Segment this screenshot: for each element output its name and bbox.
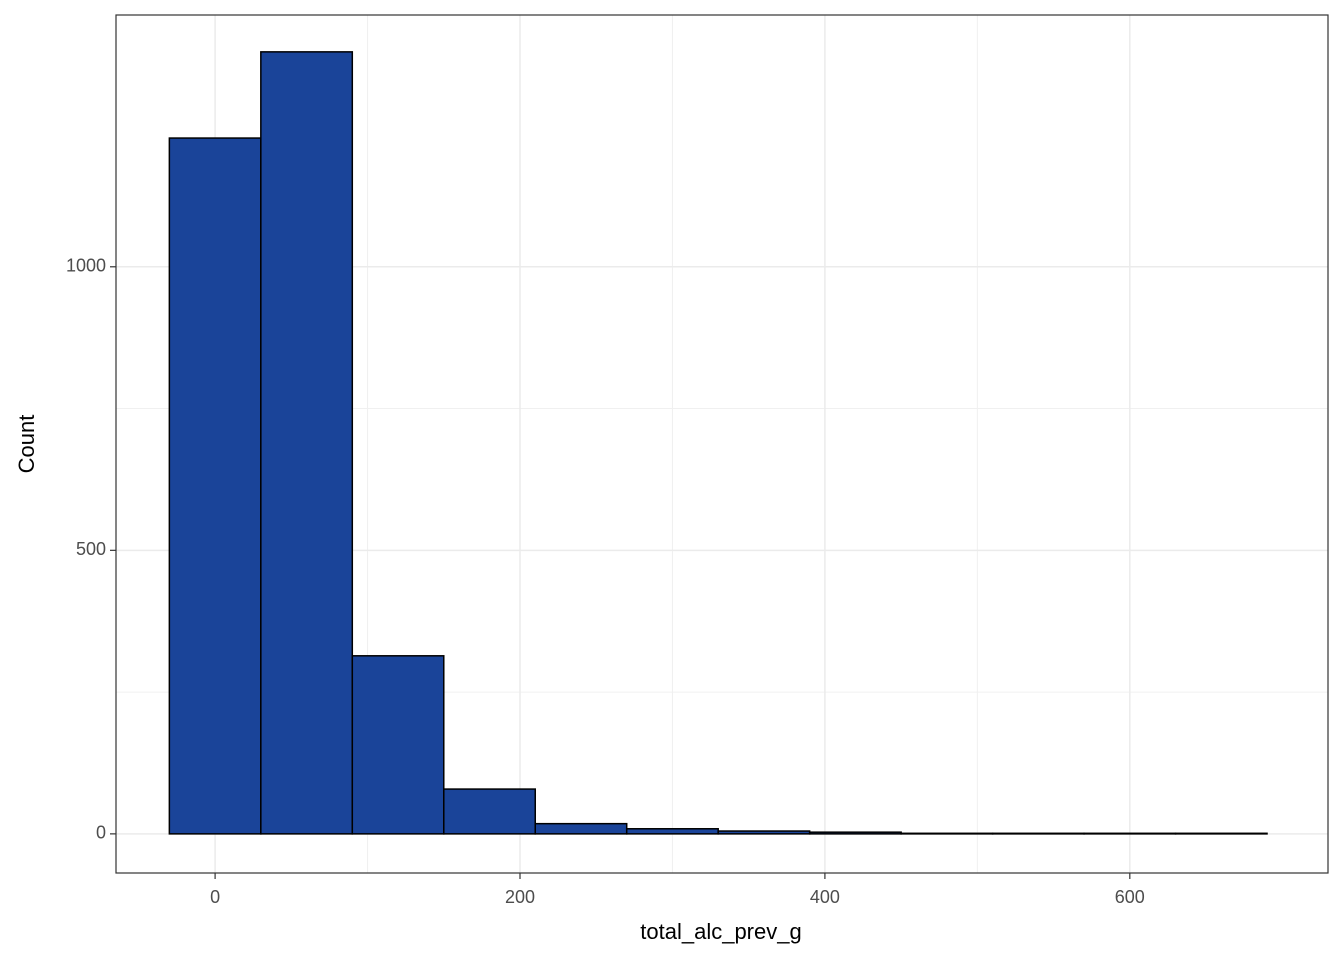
bar xyxy=(900,832,994,835)
y-axis-title: Count xyxy=(14,415,39,474)
bar xyxy=(260,51,354,835)
x-tick-label: 0 xyxy=(210,887,220,907)
bar xyxy=(351,655,445,835)
bar xyxy=(717,830,811,835)
bar xyxy=(808,831,902,835)
x-axis-title: total_alc_prev_g xyxy=(640,919,801,944)
bar xyxy=(1174,832,1268,835)
x-tick-label: 600 xyxy=(1115,887,1145,907)
panel-border xyxy=(115,14,1329,874)
x-tick-label: 400 xyxy=(810,887,840,907)
bar xyxy=(991,832,1085,835)
bar xyxy=(168,137,262,835)
bar xyxy=(625,828,719,835)
bar xyxy=(1083,832,1177,835)
y-tick-label: 500 xyxy=(76,539,106,559)
bar xyxy=(443,788,536,835)
bar xyxy=(534,822,628,835)
x-tick-label: 200 xyxy=(505,887,535,907)
y-tick-label: 0 xyxy=(96,823,106,843)
y-tick-label: 1000 xyxy=(66,256,106,276)
